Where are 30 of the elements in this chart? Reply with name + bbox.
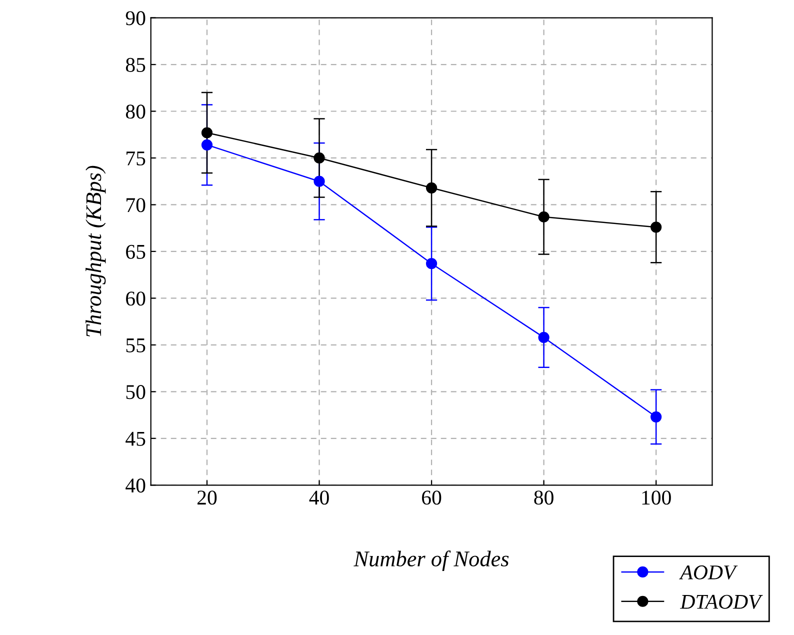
- legend-label: AODV: [679, 565, 738, 580]
- point: [426, 182, 438, 194]
- x-tick-label: 100: [642, 490, 671, 505]
- point: [538, 211, 550, 222]
- x-tick-label: 20: [197, 490, 217, 505]
- x-tick-label: 80: [534, 490, 554, 505]
- y-tick-label: 55: [126, 338, 146, 352]
- y-tick-label: 70: [126, 198, 146, 212]
- point: [650, 411, 662, 422]
- point: [426, 258, 438, 270]
- y-tick-label: 60: [126, 292, 146, 306]
- legend-label: DTAODV: [680, 594, 763, 609]
- x-tick-label: 60: [422, 490, 442, 505]
- y-axis-title: Throughput (KBps): [86, 166, 106, 336]
- x-tick-label: 40: [309, 490, 329, 505]
- y-tick-label: 90: [126, 11, 146, 26]
- y-tick-label: 40: [126, 478, 146, 493]
- x-axis-title: Number of Nodes: [354, 550, 509, 571]
- point: [314, 176, 325, 187]
- point: [314, 152, 325, 164]
- y-tick-label: 50: [126, 385, 146, 400]
- y-tick-label: 85: [126, 58, 146, 72]
- point: [201, 127, 213, 138]
- y-tick-label: 75: [126, 152, 146, 166]
- point: [201, 139, 213, 150]
- point: [650, 222, 662, 233]
- y-tick-label: 45: [126, 432, 146, 446]
- y-tick-label: 80: [126, 104, 146, 119]
- y-tick-label: 65: [126, 244, 146, 259]
- point: [538, 332, 550, 344]
